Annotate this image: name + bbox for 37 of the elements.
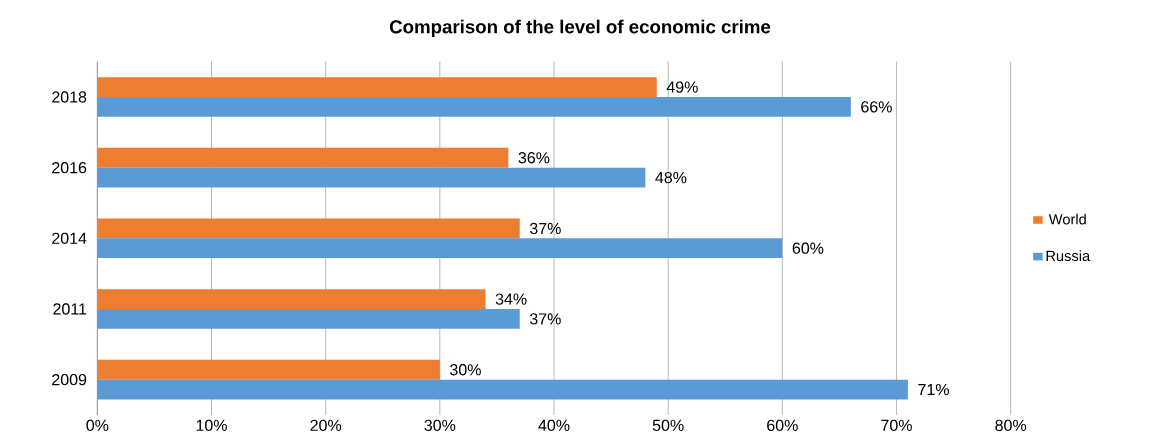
legend-label: Russia	[1046, 250, 1091, 262]
data-label: 36%	[518, 152, 550, 164]
x-tick-label: 30%	[424, 419, 456, 432]
x-tick-label: 50%	[652, 419, 684, 432]
x-tick-label: 10%	[196, 419, 227, 432]
x-tick-label: 0%	[86, 419, 109, 432]
data-label: 60%	[792, 242, 824, 254]
chart-title: Comparison of the level of economic crime	[389, 19, 771, 38]
y-tick-label: 2014	[52, 232, 87, 244]
bar	[97, 359, 440, 380]
bar	[97, 238, 783, 259]
data-label: 48%	[655, 171, 687, 184]
bar	[97, 147, 509, 168]
y-tick-label: 2011	[53, 303, 87, 315]
data-label: 49%	[666, 81, 698, 93]
data-label: 34%	[495, 293, 527, 305]
x-tick-label: 20%	[310, 419, 342, 432]
data-label: 71%	[918, 383, 949, 396]
legend-label: World	[1048, 213, 1086, 225]
y-tick-label: 2018	[52, 91, 87, 103]
bar	[97, 308, 520, 329]
bar	[97, 96, 851, 117]
bar	[97, 77, 657, 97]
y-tick-label: 2016	[52, 162, 87, 174]
bar	[97, 218, 520, 239]
data-label: 37%	[529, 313, 561, 325]
x-tick-label: 40%	[538, 419, 570, 432]
bar	[97, 167, 646, 188]
y-tick-label: 2009	[52, 373, 87, 386]
bar	[97, 379, 908, 400]
x-tick-label: 70%	[881, 419, 912, 432]
bar	[97, 289, 486, 309]
x-tick-label: 80%	[995, 419, 1027, 432]
data-label: 37%	[529, 222, 561, 235]
x-tick-label: 60%	[767, 419, 798, 432]
data-label: 30%	[450, 364, 481, 376]
data-label: 66%	[861, 101, 892, 113]
